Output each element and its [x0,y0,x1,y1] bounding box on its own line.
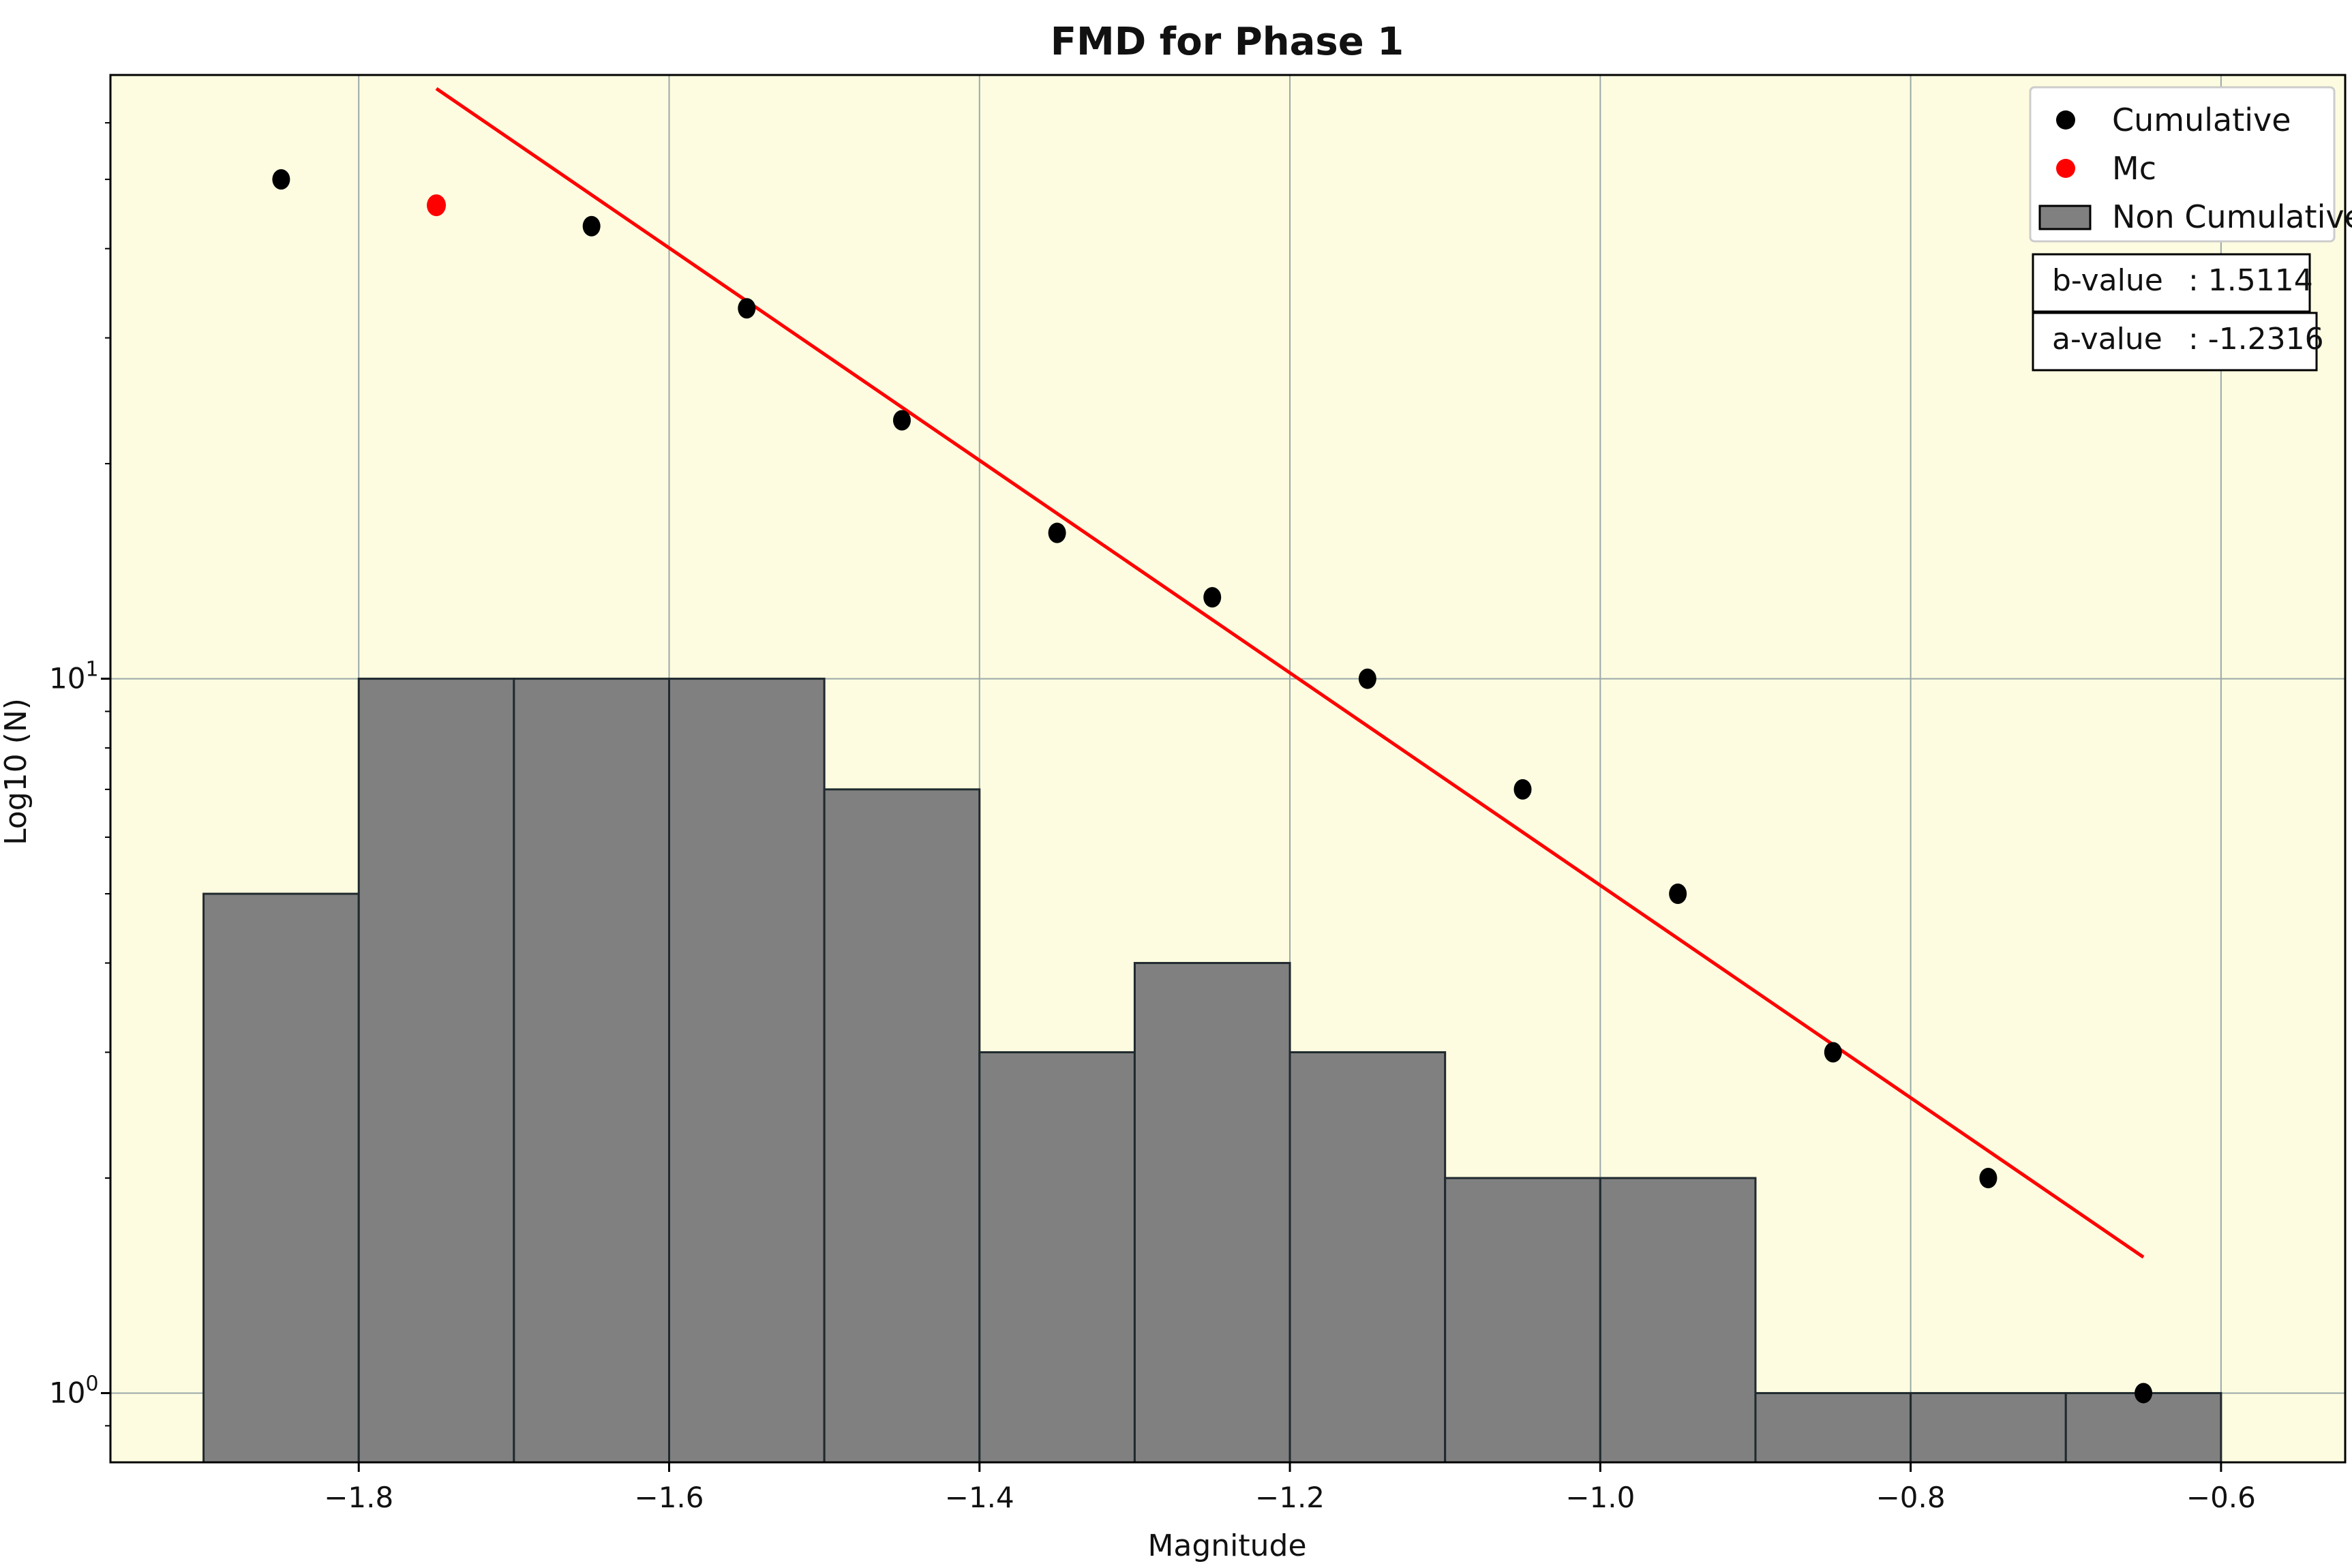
legend-box [2029,86,2336,243]
histogram-bar [513,678,670,1464]
cumulative-point [582,215,601,237]
y-tick-label: 100 [49,1372,99,1409]
x-axis-ticks: −1.8 −1.6 −1.4 −1.2 −1.0 −0.8 −0.6 [324,1462,2256,1514]
fit-line [435,87,2145,1259]
histogram-bar [1444,1177,1601,1464]
b-value-box [2032,253,2311,313]
legend-mc-label: Mc [2112,150,2156,187]
histogram-bar [202,892,360,1464]
legend-non-cumulative-swatch [2038,205,2092,230]
histogram-bar [357,678,515,1464]
cumulative-point [892,410,911,431]
non-cumulative-bars [202,678,2222,1464]
cumulative-point [738,298,756,319]
legend-non-cumulative-label: Non Cumulative [2112,198,2352,235]
cumulative-point [1979,1168,1997,1189]
a-value-box [2032,312,2318,372]
legend-cumulative-label: Cumulative [2112,102,2291,138]
histogram-bar [823,788,981,1464]
histogram-bar [1910,1391,2067,1464]
histogram-bar [668,678,826,1464]
histogram-bar [1599,1177,1757,1464]
legend-cumulative-marker [2056,110,2075,130]
histogram-bar [1754,1391,1912,1464]
y-axis-ticks: 100 101 [49,122,110,1427]
stats-box-b: b-value : 1.5114 [2032,253,2313,313]
y-axis-label: Log10 (N) [0,698,33,845]
histogram-bar [1288,1051,1447,1464]
x-axis-label: Magnitude [1147,1528,1306,1563]
cumulative-point [1669,884,1687,905]
cumulative-point [272,169,290,190]
legend-mc-marker [2056,159,2075,178]
stats-box-a: a-value : -1.2316 [2032,312,2324,372]
histogram-bar [978,1051,1136,1464]
a-value-value: : -1.2316 [2188,322,2324,357]
cumulative-points [272,169,2153,1404]
fit-line-group [435,87,2145,1259]
histogram-bar [2064,1391,2222,1464]
mc-point [427,194,447,217]
cumulative-point [1203,587,1222,608]
a-value-label: a-value [2052,322,2162,357]
y-tick-label: 101 [49,658,99,695]
x-tick-label: −1.8 [324,1481,393,1514]
chart-title: FMD for Phase 1 [1051,20,1404,64]
b-value-label: b-value [2052,263,2163,298]
x-tick-label: −0.8 [1876,1481,1946,1514]
cumulative-point [2135,1383,2153,1404]
x-tick-label: −0.6 [2186,1481,2256,1514]
histogram-bar [1133,962,1291,1464]
x-tick-label: −1.4 [945,1481,1014,1514]
cumulative-point [1048,522,1066,543]
x-tick-label: −1.6 [635,1481,704,1514]
legend: Cumulative Mc Non Cumulative [2029,86,2352,243]
x-tick-label: −1.0 [1565,1481,1635,1514]
cumulative-point [1824,1042,1842,1063]
b-value-value: : 1.5114 [2188,263,2313,298]
x-tick-label: −1.2 [1255,1481,1325,1514]
plot-frame [109,74,2347,1464]
cumulative-point [1358,668,1376,689]
cumulative-point [1513,779,1532,800]
